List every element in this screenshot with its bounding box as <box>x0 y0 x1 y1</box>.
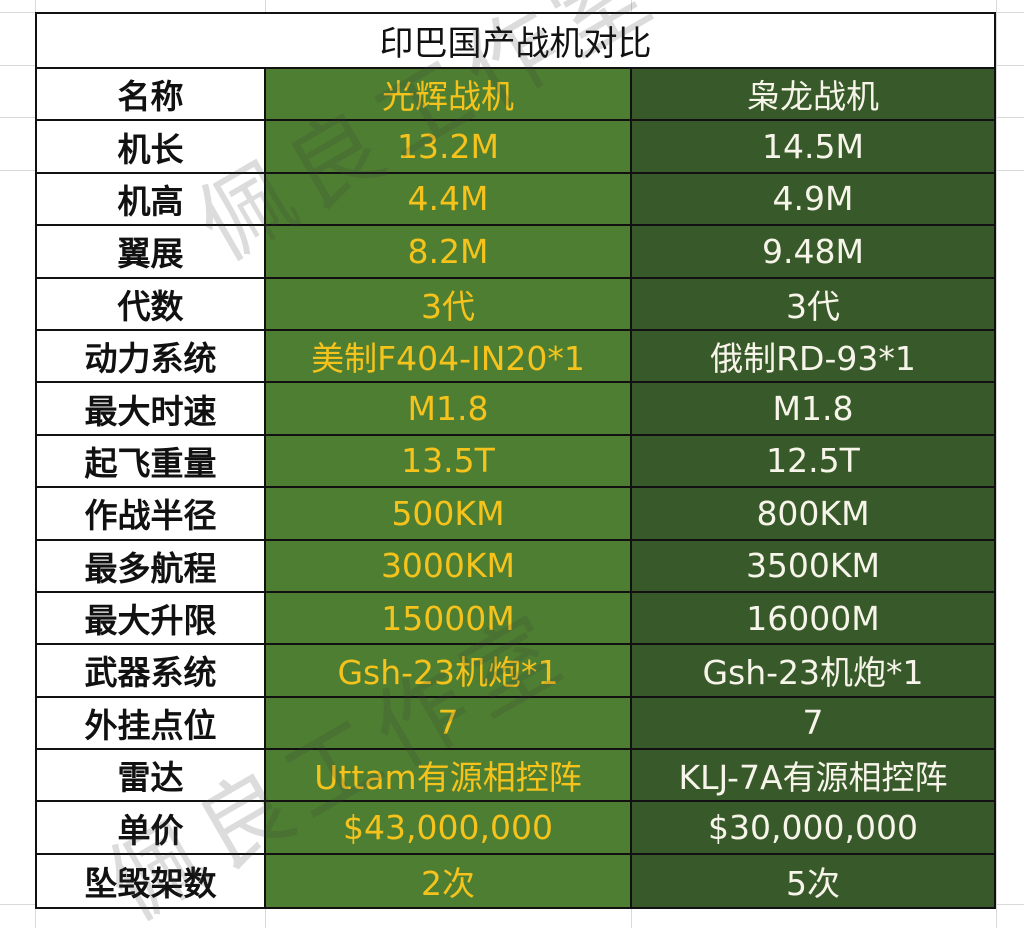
table-row: 最大时速 M1.8 M1.8 <box>37 383 994 436</box>
aircraft-b-value[interactable]: 4.9M <box>632 173 994 225</box>
table-row: 名称 光辉战机 枭龙战机 <box>37 69 994 122</box>
aircraft-a-value[interactable]: 13.5T <box>266 435 632 487</box>
aircraft-b-value[interactable]: 7 <box>632 697 994 749</box>
row-label[interactable]: 外挂点位 <box>37 697 266 749</box>
table-row: 作战半径 500KM 800KM <box>37 488 994 541</box>
table-row: 动力系统 美制F404-IN20*1 俄制RD-93*1 <box>37 330 994 384</box>
row-label[interactable]: 起飞重量 <box>37 435 266 487</box>
aircraft-a-value[interactable]: 7 <box>266 697 632 749</box>
aircraft-b-value[interactable]: 16000M <box>632 592 994 644</box>
table-row: 机高 4.4M 4.9M <box>37 173 994 227</box>
aircraft-a-value[interactable]: 13.2M <box>266 121 632 172</box>
table-row: 最多航程 3000KM 3500KM <box>37 540 994 593</box>
table-row: 外挂点位 7 7 <box>37 697 994 751</box>
table-row: 代数 3代 3代 <box>37 278 994 331</box>
aircraft-a-value[interactable]: Gsh-23机炮*1 <box>266 645 632 696</box>
aircraft-b-value[interactable]: 5次 <box>632 854 994 908</box>
aircraft-b-value[interactable]: 12.5T <box>632 435 994 487</box>
aircraft-a-value[interactable]: $43,000,000 <box>266 802 632 853</box>
row-label[interactable]: 作战半径 <box>37 488 266 539</box>
comparison-table: 印巴国产战机对比 名称 光辉战机 枭龙战机 机长 13.2M 14.5M 机高 … <box>35 12 996 910</box>
row-label[interactable]: 机长 <box>37 121 266 172</box>
row-label[interactable]: 最大升限 <box>37 592 266 644</box>
aircraft-b-value[interactable]: 800KM <box>632 488 994 539</box>
aircraft-b-value[interactable]: Gsh-23机炮*1 <box>632 645 994 696</box>
aircraft-a-value[interactable]: 500KM <box>266 488 632 539</box>
row-label[interactable]: 动力系统 <box>37 330 266 382</box>
aircraft-a-value[interactable]: 美制F404-IN20*1 <box>266 330 632 382</box>
aircraft-b-value[interactable]: 9.48M <box>632 226 994 277</box>
row-label[interactable]: 翼展 <box>37 226 266 277</box>
row-label[interactable]: 最多航程 <box>37 540 266 591</box>
table-row: 武器系统 Gsh-23机炮*1 Gsh-23机炮*1 <box>37 645 994 698</box>
aircraft-a-value[interactable]: 3代 <box>266 278 632 329</box>
table-row: 雷达 Uttam有源相控阵 KLJ-7A有源相控阵 <box>37 750 994 803</box>
row-label[interactable]: 雷达 <box>37 750 266 801</box>
table-row: 机长 13.2M 14.5M <box>37 121 994 174</box>
aircraft-b-value[interactable]: 3500KM <box>632 540 994 591</box>
table-row: 起飞重量 13.5T 12.5T <box>37 435 994 489</box>
row-label[interactable]: 代数 <box>37 278 266 329</box>
aircraft-b-value[interactable]: 3代 <box>632 278 994 329</box>
aircraft-b-name[interactable]: 枭龙战机 <box>632 69 994 120</box>
row-label[interactable]: 单价 <box>37 802 266 853</box>
table-row: 坠毁架数 2次 5次 <box>37 854 994 908</box>
aircraft-b-value[interactable]: 俄制RD-93*1 <box>632 330 994 382</box>
row-label[interactable]: 武器系统 <box>37 645 266 696</box>
aircraft-a-value[interactable]: 3000KM <box>266 540 632 591</box>
aircraft-b-value[interactable]: 14.5M <box>632 121 994 172</box>
aircraft-b-value[interactable]: $30,000,000 <box>632 802 994 853</box>
aircraft-b-value[interactable]: KLJ-7A有源相控阵 <box>632 750 994 801</box>
table-row: 单价 $43,000,000 $30,000,000 <box>37 802 994 855</box>
row-label[interactable]: 名称 <box>37 69 266 120</box>
row-label[interactable]: 最大时速 <box>37 383 266 434</box>
aircraft-a-value[interactable]: 8.2M <box>266 226 632 277</box>
row-label[interactable]: 机高 <box>37 173 266 225</box>
aircraft-a-value[interactable]: 15000M <box>266 592 632 644</box>
aircraft-a-value[interactable]: 2次 <box>266 854 632 908</box>
table-row: 翼展 8.2M 9.48M <box>37 226 994 279</box>
aircraft-a-name[interactable]: 光辉战机 <box>266 69 632 120</box>
aircraft-b-value[interactable]: M1.8 <box>632 383 994 434</box>
aircraft-a-value[interactable]: 4.4M <box>266 173 632 225</box>
row-label[interactable]: 坠毁架数 <box>37 854 266 908</box>
aircraft-a-value[interactable]: M1.8 <box>266 383 632 434</box>
table-title[interactable]: 印巴国产战机对比 <box>37 14 994 69</box>
aircraft-a-value[interactable]: Uttam有源相控阵 <box>266 750 632 801</box>
table-row: 最大升限 15000M 16000M <box>37 592 994 646</box>
